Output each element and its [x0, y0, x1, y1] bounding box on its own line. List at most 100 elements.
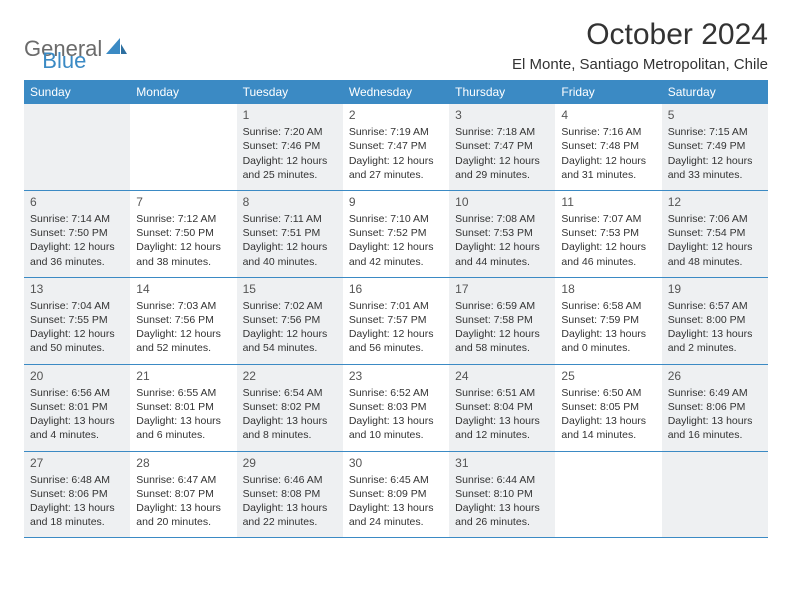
day2-text: and 52 minutes.	[136, 341, 230, 355]
sunset-text: Sunset: 8:01 PM	[30, 400, 124, 414]
day1-text: Daylight: 13 hours	[243, 501, 337, 515]
day1-text: Daylight: 12 hours	[668, 154, 762, 168]
day-number: 19	[668, 281, 762, 297]
day-number: 13	[30, 281, 124, 297]
day-number: 28	[136, 455, 230, 471]
day1-text: Daylight: 12 hours	[349, 240, 443, 254]
sunset-text: Sunset: 7:57 PM	[349, 313, 443, 327]
calendar-cell: 7Sunrise: 7:12 AMSunset: 7:50 PMDaylight…	[130, 191, 236, 277]
calendar-cell: 20Sunrise: 6:56 AMSunset: 8:01 PMDayligh…	[24, 365, 130, 451]
calendar-cell: 13Sunrise: 7:04 AMSunset: 7:55 PMDayligh…	[24, 278, 130, 364]
sunrise-text: Sunrise: 6:47 AM	[136, 473, 230, 487]
day-number: 4	[561, 107, 655, 123]
calendar-cell: 19Sunrise: 6:57 AMSunset: 8:00 PMDayligh…	[662, 278, 768, 364]
day2-text: and 14 minutes.	[561, 428, 655, 442]
sunset-text: Sunset: 8:06 PM	[30, 487, 124, 501]
sunset-text: Sunset: 7:51 PM	[243, 226, 337, 240]
day2-text: and 38 minutes.	[136, 255, 230, 269]
calendar-cell: 1Sunrise: 7:20 AMSunset: 7:46 PMDaylight…	[237, 104, 343, 190]
sunset-text: Sunset: 7:49 PM	[668, 139, 762, 153]
day-header-monday: Monday	[130, 80, 236, 104]
sunrise-text: Sunrise: 6:54 AM	[243, 386, 337, 400]
calendar-cell: 14Sunrise: 7:03 AMSunset: 7:56 PMDayligh…	[130, 278, 236, 364]
week-row: 1Sunrise: 7:20 AMSunset: 7:46 PMDaylight…	[24, 104, 768, 191]
calendar-cell: 5Sunrise: 7:15 AMSunset: 7:49 PMDaylight…	[662, 104, 768, 190]
sunrise-text: Sunrise: 6:56 AM	[30, 386, 124, 400]
calendar-cell: 11Sunrise: 7:07 AMSunset: 7:53 PMDayligh…	[555, 191, 661, 277]
day2-text: and 44 minutes.	[455, 255, 549, 269]
week-row: 13Sunrise: 7:04 AMSunset: 7:55 PMDayligh…	[24, 278, 768, 365]
sunset-text: Sunset: 7:53 PM	[561, 226, 655, 240]
calendar-cell	[662, 452, 768, 538]
day1-text: Daylight: 12 hours	[349, 327, 443, 341]
day2-text: and 22 minutes.	[243, 515, 337, 529]
calendar-cell: 15Sunrise: 7:02 AMSunset: 7:56 PMDayligh…	[237, 278, 343, 364]
day2-text: and 2 minutes.	[668, 341, 762, 355]
logo-text-blue: Blue	[42, 48, 86, 74]
day1-text: Daylight: 13 hours	[349, 501, 443, 515]
sunset-text: Sunset: 8:01 PM	[136, 400, 230, 414]
sunset-text: Sunset: 7:47 PM	[455, 139, 549, 153]
day-number: 16	[349, 281, 443, 297]
calendar-cell: 10Sunrise: 7:08 AMSunset: 7:53 PMDayligh…	[449, 191, 555, 277]
day1-text: Daylight: 12 hours	[455, 327, 549, 341]
day-number: 27	[30, 455, 124, 471]
day2-text: and 40 minutes.	[243, 255, 337, 269]
sunset-text: Sunset: 8:02 PM	[243, 400, 337, 414]
calendar-cell: 17Sunrise: 6:59 AMSunset: 7:58 PMDayligh…	[449, 278, 555, 364]
calendar-cell	[555, 452, 661, 538]
week-row: 27Sunrise: 6:48 AMSunset: 8:06 PMDayligh…	[24, 452, 768, 539]
day2-text: and 6 minutes.	[136, 428, 230, 442]
sunset-text: Sunset: 7:54 PM	[668, 226, 762, 240]
sunrise-text: Sunrise: 6:52 AM	[349, 386, 443, 400]
sunset-text: Sunset: 8:10 PM	[455, 487, 549, 501]
sunrise-text: Sunrise: 7:11 AM	[243, 212, 337, 226]
sunrise-text: Sunrise: 7:14 AM	[30, 212, 124, 226]
day1-text: Daylight: 13 hours	[561, 327, 655, 341]
sunset-text: Sunset: 8:00 PM	[668, 313, 762, 327]
day2-text: and 33 minutes.	[668, 168, 762, 182]
sunset-text: Sunset: 8:03 PM	[349, 400, 443, 414]
day1-text: Daylight: 12 hours	[30, 240, 124, 254]
day2-text: and 27 minutes.	[349, 168, 443, 182]
calendar: Sunday Monday Tuesday Wednesday Thursday…	[24, 80, 768, 538]
sunset-text: Sunset: 8:07 PM	[136, 487, 230, 501]
sunset-text: Sunset: 7:53 PM	[455, 226, 549, 240]
calendar-cell: 9Sunrise: 7:10 AMSunset: 7:52 PMDaylight…	[343, 191, 449, 277]
day-number: 26	[668, 368, 762, 384]
day1-text: Daylight: 12 hours	[243, 240, 337, 254]
day2-text: and 18 minutes.	[30, 515, 124, 529]
sunrise-text: Sunrise: 6:58 AM	[561, 299, 655, 313]
sunset-text: Sunset: 7:55 PM	[30, 313, 124, 327]
day1-text: Daylight: 12 hours	[136, 327, 230, 341]
sunrise-text: Sunrise: 7:18 AM	[455, 125, 549, 139]
calendar-cell: 31Sunrise: 6:44 AMSunset: 8:10 PMDayligh…	[449, 452, 555, 538]
day2-text: and 20 minutes.	[136, 515, 230, 529]
sunset-text: Sunset: 8:09 PM	[349, 487, 443, 501]
day1-text: Daylight: 12 hours	[561, 154, 655, 168]
day-number: 7	[136, 194, 230, 210]
calendar-cell	[24, 104, 130, 190]
sunrise-text: Sunrise: 6:46 AM	[243, 473, 337, 487]
sunset-text: Sunset: 7:58 PM	[455, 313, 549, 327]
day2-text: and 16 minutes.	[668, 428, 762, 442]
calendar-cell: 27Sunrise: 6:48 AMSunset: 8:06 PMDayligh…	[24, 452, 130, 538]
day2-text: and 48 minutes.	[668, 255, 762, 269]
day-number: 14	[136, 281, 230, 297]
sunrise-text: Sunrise: 7:19 AM	[349, 125, 443, 139]
day2-text: and 25 minutes.	[243, 168, 337, 182]
sunset-text: Sunset: 7:50 PM	[136, 226, 230, 240]
day-number: 21	[136, 368, 230, 384]
sunrise-text: Sunrise: 7:12 AM	[136, 212, 230, 226]
calendar-cell: 22Sunrise: 6:54 AMSunset: 8:02 PMDayligh…	[237, 365, 343, 451]
day1-text: Daylight: 13 hours	[455, 501, 549, 515]
day-number: 1	[243, 107, 337, 123]
day-number: 3	[455, 107, 549, 123]
sail-icon	[106, 36, 128, 62]
sunrise-text: Sunrise: 7:15 AM	[668, 125, 762, 139]
day-number: 22	[243, 368, 337, 384]
sunrise-text: Sunrise: 7:03 AM	[136, 299, 230, 313]
sunset-text: Sunset: 7:50 PM	[30, 226, 124, 240]
day2-text: and 4 minutes.	[30, 428, 124, 442]
month-title: October 2024	[512, 18, 768, 52]
